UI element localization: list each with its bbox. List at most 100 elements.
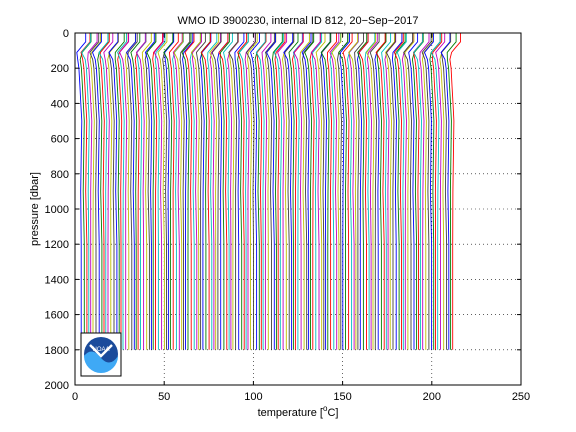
profile-line (299, 33, 310, 350)
profile-line (153, 33, 164, 350)
y-tick-label: 600 (51, 134, 69, 146)
profile-line (357, 33, 368, 350)
y-tick-label: 1400 (45, 274, 69, 286)
x-tick-label: 200 (423, 391, 441, 403)
profile-line (310, 33, 321, 350)
noaa-logo: NOAA (80, 332, 122, 377)
profile-line (164, 33, 175, 350)
profile-line (273, 33, 284, 350)
y-axis-label: pressure [dbar] (29, 172, 41, 246)
profile-line (376, 33, 387, 350)
profile-line (288, 33, 299, 350)
profile-line (182, 33, 194, 350)
profile-line (108, 33, 119, 350)
x-tick-label: 250 (512, 391, 530, 403)
profiles (76, 33, 461, 350)
profile-line (184, 33, 195, 350)
noaa-logo-text: NOAA (92, 347, 109, 353)
profile-line (195, 33, 206, 350)
x-tick-label: 0 (72, 391, 78, 403)
profile-line (404, 33, 415, 350)
ticks: 0 50 100 150 200 250 0 200 400 600 800 1000 1200 1400… (45, 28, 531, 403)
profile-line (339, 33, 350, 350)
profile-line (394, 33, 406, 350)
profile-line (154, 33, 166, 350)
profile-line (223, 33, 233, 350)
profile-line (261, 33, 272, 350)
y-tick-label: 0 (63, 28, 69, 40)
profile-line (315, 33, 326, 350)
profile-line (91, 33, 102, 350)
profile-line (435, 33, 446, 350)
profile-line (209, 33, 220, 350)
profile-line (408, 33, 419, 350)
profile-line (367, 33, 378, 350)
profile-line (449, 33, 461, 350)
profile-line (381, 33, 392, 350)
profile-line (192, 33, 202, 350)
profile-line (107, 33, 119, 350)
x-tick-label: 150 (333, 391, 351, 403)
profile-line (211, 33, 222, 350)
profile-line (80, 33, 91, 350)
profile-line (141, 33, 152, 350)
profile-line (423, 33, 434, 350)
profile-line (76, 33, 87, 350)
chart-title: WMO ID 3900230, internal ID 812, 20−Sep−… (178, 15, 419, 27)
profile-line (172, 33, 183, 350)
profile-line (302, 33, 314, 350)
profile-line (247, 33, 258, 350)
profile-line (87, 33, 98, 350)
profile-line (246, 33, 256, 350)
profile-line (218, 33, 229, 350)
profile-line (130, 33, 141, 350)
x-axis-label: temperature [oC] (258, 404, 339, 419)
profile-line (266, 33, 276, 350)
profile-line (284, 33, 295, 350)
profile-line (173, 33, 184, 350)
y-tick-label: 1800 (45, 345, 69, 357)
profile-line (283, 33, 294, 350)
profile-line (421, 33, 434, 350)
profile-line (331, 33, 342, 350)
y-tick-label: 400 (51, 98, 69, 110)
y-tick-label: 2000 (45, 380, 69, 392)
profile-line (385, 33, 395, 350)
profile-line (179, 33, 191, 350)
y-tick-label: 800 (51, 169, 69, 181)
profile-line (89, 33, 100, 350)
profile-line (200, 33, 211, 350)
profile-line (255, 33, 266, 350)
profile-line (293, 33, 304, 350)
profile-line (264, 33, 275, 350)
profile-line (419, 33, 430, 350)
profile-line (135, 33, 146, 350)
profile-line (319, 33, 332, 350)
profile-line (126, 33, 137, 350)
profile-line (219, 33, 230, 350)
profile-line (238, 33, 249, 350)
profile-line (190, 33, 201, 350)
profile-line (354, 33, 364, 350)
y-tick-label: 200 (51, 63, 69, 75)
profile-line (431, 33, 443, 350)
profile-line (89, 33, 101, 350)
profile-line (103, 33, 114, 350)
profile-line (272, 33, 283, 350)
profile-line (234, 33, 245, 350)
profile-line (312, 33, 323, 350)
profile-line (81, 33, 92, 350)
profile-line (421, 33, 432, 350)
profile-line (391, 33, 403, 350)
profile-line (348, 33, 359, 350)
x-tick-label: 100 (244, 391, 262, 403)
profile-line (144, 33, 155, 350)
x-tick-label: 50 (158, 391, 170, 403)
profile-line (403, 33, 414, 350)
profile-line (114, 33, 125, 350)
profile-line (209, 33, 221, 350)
profile-line (274, 33, 286, 350)
profile-line (146, 33, 157, 350)
